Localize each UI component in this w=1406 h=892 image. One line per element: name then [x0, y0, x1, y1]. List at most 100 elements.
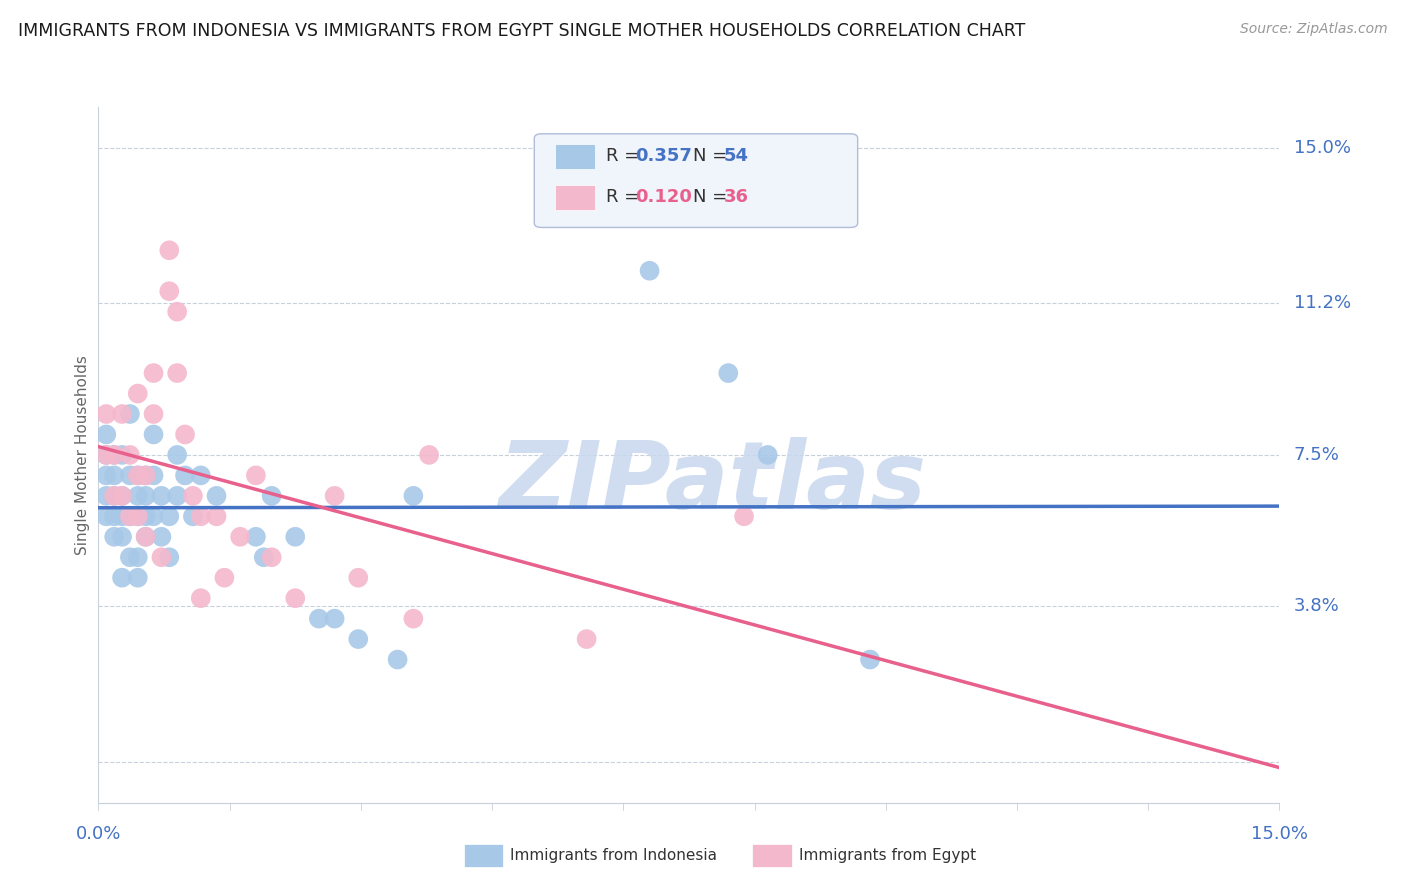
- Text: R =: R =: [606, 188, 645, 206]
- Point: [253, 550, 276, 565]
- Point: [111, 530, 134, 544]
- Point: [157, 244, 180, 258]
- Point: [142, 407, 165, 421]
- Point: [402, 612, 425, 626]
- Point: [96, 427, 118, 442]
- Point: [118, 448, 141, 462]
- Point: [118, 509, 141, 524]
- Point: [260, 550, 283, 565]
- Point: [135, 468, 157, 483]
- Point: [103, 489, 125, 503]
- Point: [103, 530, 125, 544]
- Point: [127, 468, 149, 483]
- Point: [103, 489, 125, 503]
- Point: [733, 509, 755, 524]
- Point: [127, 489, 149, 503]
- Point: [157, 509, 180, 524]
- Point: [111, 509, 134, 524]
- Point: [142, 427, 165, 442]
- Point: [103, 448, 125, 462]
- Point: [166, 304, 188, 318]
- Text: Immigrants from Indonesia: Immigrants from Indonesia: [510, 848, 717, 863]
- Point: [387, 652, 409, 666]
- Text: ZIPatlas: ZIPatlas: [499, 437, 927, 529]
- Point: [135, 530, 157, 544]
- Point: [135, 468, 157, 483]
- Text: Immigrants from Egypt: Immigrants from Egypt: [799, 848, 976, 863]
- Text: N =: N =: [693, 147, 733, 165]
- Point: [135, 530, 157, 544]
- Point: [157, 284, 180, 298]
- Point: [127, 386, 149, 401]
- Point: [174, 427, 197, 442]
- Point: [859, 652, 882, 666]
- Point: [229, 530, 252, 544]
- Point: [166, 489, 188, 503]
- Point: [347, 632, 370, 646]
- Point: [174, 468, 197, 483]
- Point: [118, 468, 141, 483]
- Point: [127, 509, 149, 524]
- Text: 36: 36: [724, 188, 749, 206]
- Point: [127, 550, 149, 565]
- Point: [245, 530, 267, 544]
- Point: [181, 509, 204, 524]
- Point: [142, 468, 165, 483]
- Point: [181, 489, 204, 503]
- Text: 15.0%: 15.0%: [1251, 825, 1308, 843]
- Point: [190, 591, 212, 606]
- Point: [103, 509, 125, 524]
- Point: [205, 489, 228, 503]
- Text: R =: R =: [606, 147, 645, 165]
- Text: 0.0%: 0.0%: [76, 825, 121, 843]
- Text: 7.5%: 7.5%: [1294, 446, 1340, 464]
- Point: [166, 366, 188, 380]
- Point: [96, 407, 118, 421]
- Point: [418, 448, 440, 462]
- Text: 15.0%: 15.0%: [1294, 139, 1351, 157]
- Point: [347, 571, 370, 585]
- Point: [111, 448, 134, 462]
- Point: [756, 448, 779, 462]
- Point: [323, 612, 346, 626]
- Point: [111, 489, 134, 503]
- Text: 54: 54: [724, 147, 749, 165]
- Point: [103, 448, 125, 462]
- Point: [284, 530, 307, 544]
- Point: [638, 264, 661, 278]
- Point: [96, 489, 118, 503]
- Point: [127, 571, 149, 585]
- Text: 3.8%: 3.8%: [1294, 598, 1340, 615]
- Text: Source: ZipAtlas.com: Source: ZipAtlas.com: [1240, 22, 1388, 37]
- Text: 0.357: 0.357: [636, 147, 692, 165]
- Point: [190, 509, 212, 524]
- Point: [575, 632, 598, 646]
- Text: 0.120: 0.120: [636, 188, 692, 206]
- Text: IMMIGRANTS FROM INDONESIA VS IMMIGRANTS FROM EGYPT SINGLE MOTHER HOUSEHOLDS CORR: IMMIGRANTS FROM INDONESIA VS IMMIGRANTS …: [18, 22, 1025, 40]
- Point: [96, 509, 118, 524]
- Point: [135, 489, 157, 503]
- Point: [103, 468, 125, 483]
- Point: [166, 448, 188, 462]
- Point: [118, 550, 141, 565]
- Point: [717, 366, 740, 380]
- Point: [284, 591, 307, 606]
- Point: [127, 468, 149, 483]
- Point: [323, 489, 346, 503]
- Text: N =: N =: [693, 188, 733, 206]
- Point: [127, 509, 149, 524]
- Point: [96, 448, 118, 462]
- Point: [111, 571, 134, 585]
- Point: [190, 468, 212, 483]
- Point: [150, 530, 173, 544]
- Point: [111, 407, 134, 421]
- Point: [111, 489, 134, 503]
- Point: [157, 550, 180, 565]
- Point: [214, 571, 236, 585]
- Point: [205, 509, 228, 524]
- Point: [118, 509, 141, 524]
- Point: [402, 489, 425, 503]
- Point: [142, 509, 165, 524]
- Point: [96, 448, 118, 462]
- Point: [245, 468, 267, 483]
